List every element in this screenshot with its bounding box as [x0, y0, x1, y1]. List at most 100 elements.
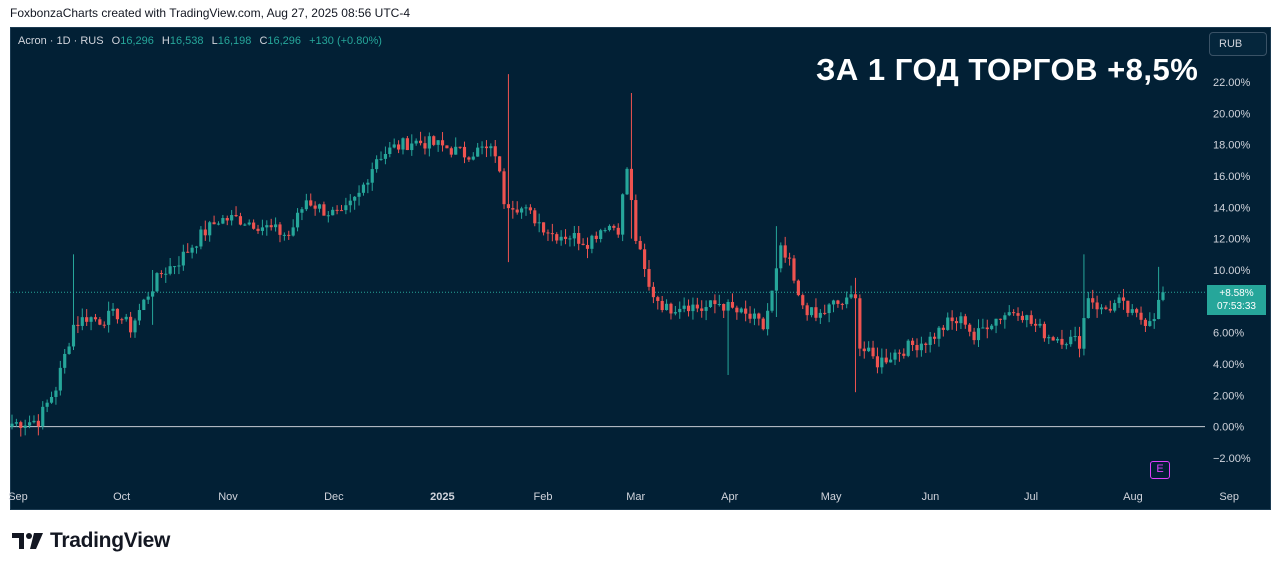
candle: [590, 234, 594, 254]
candle: [85, 309, 89, 326]
candle: [282, 232, 286, 241]
candle-body: [133, 320, 137, 333]
candle-body: [234, 215, 238, 217]
currency-button[interactable]: RUB: [1209, 32, 1267, 56]
candle: [216, 221, 221, 226]
candle-body: [256, 228, 260, 231]
candle-body: [93, 317, 98, 320]
candle: [287, 230, 291, 240]
candle-body: [1148, 321, 1152, 326]
candle-body: [67, 346, 71, 354]
candle: [801, 293, 805, 310]
candle-body: [71, 324, 76, 347]
candle-body: [449, 148, 453, 155]
candle: [1060, 329, 1064, 349]
candle: [739, 307, 743, 314]
candle-body: [379, 158, 383, 160]
candle: [401, 137, 405, 155]
candle: [1152, 313, 1156, 329]
candle: [155, 272, 159, 293]
candle-body: [827, 304, 831, 314]
candle: [937, 325, 941, 347]
candle-body: [638, 240, 642, 250]
candle: [278, 222, 282, 243]
high-value: 16,538: [169, 35, 204, 47]
candle-body: [1007, 312, 1011, 316]
candle-body: [1047, 337, 1051, 339]
candle: [1130, 304, 1134, 316]
low-value: 16,198: [217, 35, 252, 47]
candle-body: [669, 303, 673, 314]
x-axis-tick-label: Jul: [1024, 491, 1038, 503]
candle: [700, 300, 704, 318]
candle-body: [107, 310, 111, 325]
candle-body: [317, 204, 322, 209]
candle-body: [348, 200, 352, 206]
earnings-marker-icon[interactable]: E: [1150, 461, 1170, 479]
candle-body: [85, 317, 89, 322]
candle-body: [164, 273, 168, 275]
y-axis-tick-label: 12.00%: [1213, 234, 1251, 246]
candle-body: [963, 316, 967, 325]
candle-body: [36, 420, 40, 427]
candle-body: [629, 168, 634, 201]
candle-body: [713, 300, 717, 305]
candle: [1161, 286, 1165, 302]
candle-body: [823, 312, 827, 314]
candle-body: [603, 230, 607, 232]
candle-body: [1104, 307, 1108, 309]
candle-body: [172, 266, 177, 268]
candle-body: [805, 305, 809, 316]
chart-panel[interactable]: [10, 27, 1271, 510]
candle: [383, 146, 387, 165]
candle: [63, 348, 67, 374]
x-axis-tick-label: Nov: [218, 491, 238, 503]
candle-body: [515, 209, 519, 213]
candle: [915, 338, 919, 358]
y-axis-tick-label: 4.00%: [1213, 359, 1244, 371]
candle-body: [801, 295, 805, 306]
candle: [1143, 318, 1148, 333]
candle-body: [792, 258, 796, 281]
candle: [304, 193, 308, 212]
symbol-label[interactable]: Acron · 1D · RUS: [18, 35, 104, 47]
candle: [440, 132, 445, 152]
candle-body: [783, 245, 787, 258]
candle-body: [1130, 309, 1134, 313]
candle: [388, 141, 392, 158]
candle-body: [120, 319, 124, 321]
candle-body: [194, 246, 199, 248]
candle: [243, 223, 247, 226]
candle-body: [1135, 309, 1139, 313]
candle-body: [625, 168, 629, 195]
candle-body: [1016, 313, 1020, 316]
candle: [796, 279, 800, 297]
candle: [1047, 334, 1051, 345]
candle: [89, 316, 93, 331]
candle: [744, 300, 748, 322]
candle-body: [845, 297, 849, 305]
candle: [572, 225, 576, 247]
candle: [941, 324, 945, 337]
candle-body: [295, 212, 300, 228]
tradingview-wordmark: TradingView: [50, 529, 171, 552]
candle-body: [748, 313, 752, 319]
candle: [489, 143, 493, 157]
candle: [107, 301, 111, 333]
candle-body: [58, 367, 62, 391]
candle-body: [287, 234, 291, 236]
candle: [990, 323, 994, 331]
candle: [194, 245, 199, 254]
y-axis-tick-label: 16.00%: [1213, 171, 1251, 183]
candle-body: [537, 222, 541, 224]
candle: [950, 310, 954, 330]
y-axis-tick-label: 0.00%: [1213, 422, 1244, 434]
candle: [902, 348, 906, 359]
candle: [502, 168, 506, 209]
candle: [23, 419, 27, 436]
candle-body: [717, 304, 721, 306]
candle-body: [159, 273, 163, 275]
candle: [353, 196, 357, 210]
candle: [467, 156, 471, 162]
